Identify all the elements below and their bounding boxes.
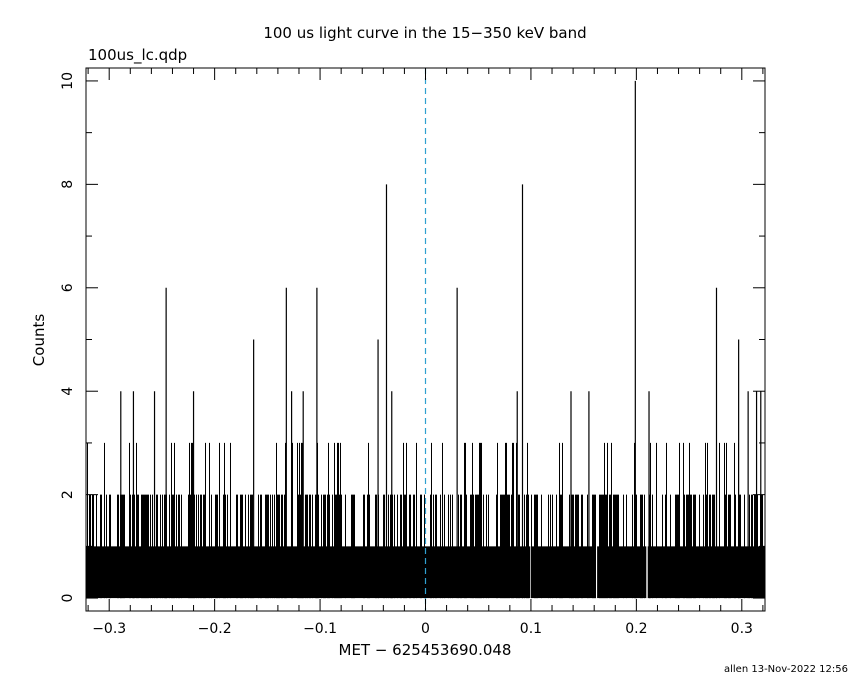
y-tick-label: 4: [60, 387, 76, 396]
x-tick-label: 0.3: [731, 621, 753, 637]
y-tick-label: 0: [60, 594, 76, 603]
x-tick-label: 0.1: [520, 621, 542, 637]
light-curve-bars: [86, 80, 765, 599]
x-tick-label: −0.3: [92, 621, 126, 637]
y-tick-label: 2: [60, 490, 76, 499]
y-tick-label: 6: [60, 283, 76, 292]
x-tick-label: −0.2: [198, 621, 232, 637]
x-tick-label: 0.2: [625, 621, 647, 637]
footer-note: allen 13-Nov-2022 12:56: [724, 664, 848, 675]
zero-count-bin: [646, 545, 648, 599]
axis-ticks: −0.3 −0.2 −0.1 0 0.1 0.2 0.3 0 2 4 6 8 10: [60, 68, 765, 637]
x-axis-label: MET − 625453690.048: [339, 641, 512, 659]
chart-subtitle: 100us_lc.qdp: [88, 46, 187, 65]
x-tick-label: 0: [421, 621, 430, 637]
y-tick-label: 10: [60, 72, 76, 90]
chart-title: 100 us light curve in the 15−350 keV ban…: [263, 24, 586, 42]
x-tick-label: −0.1: [303, 621, 337, 637]
y-tick-label: 8: [60, 180, 76, 189]
y-axis-label: Counts: [30, 314, 48, 367]
zero-count-bin: [595, 545, 598, 599]
